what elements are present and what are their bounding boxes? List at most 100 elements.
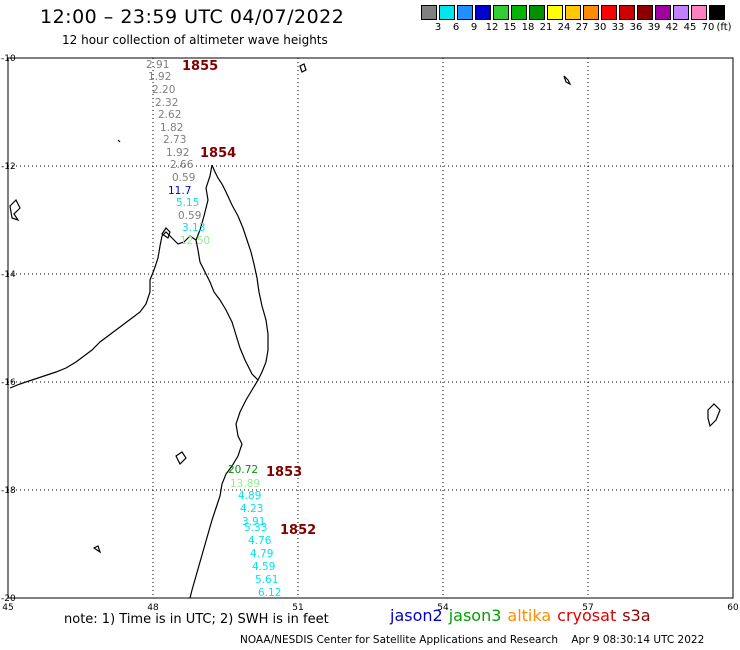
credit-text: NOAA/NESDIS Center for Satellite Applica… [240, 634, 558, 646]
wave-height-value: 13.89 [230, 478, 260, 490]
wave-height-value: 4.76 [248, 535, 272, 547]
lat-tick-label: -10 [1, 54, 16, 64]
island-small-2 [563, 75, 572, 86]
lat-tick-label: -18 [1, 486, 16, 496]
lat-tick-label: -14 [1, 270, 16, 280]
scale-swatch [691, 5, 707, 20]
scale-swatch [439, 5, 455, 20]
scale-swatch [547, 5, 563, 20]
wave-height-value: 4.23 [240, 503, 263, 515]
island-small-4 [92, 545, 102, 554]
lat-tick-label: -12 [1, 162, 16, 172]
wave-height-value: 20.72 [228, 464, 258, 476]
wave-height-value: 2.66 [170, 159, 194, 171]
timestamp: Apr 9 08:30:14 UTC 2022 [571, 634, 705, 646]
madagascar-east-coast [189, 379, 259, 599]
scale-label: 42 [665, 22, 679, 33]
wave-height-value: 2.20 [152, 84, 175, 96]
scale-swatch [421, 5, 437, 20]
lon-tick-label: 51 [292, 603, 303, 613]
lat-lon-grid [8, 58, 733, 598]
scale-swatch [457, 5, 473, 20]
footer-credit: NOAA/NESDIS Center for Satellite Applica… [240, 634, 704, 646]
madagascar-coastline [9, 164, 269, 389]
wave-height-value: 3.91 [242, 516, 265, 528]
wave-height-value: 2.91 [146, 59, 169, 71]
wave-height-value: 6.12 [258, 587, 281, 599]
wave-height-value: 0.59 [172, 172, 195, 184]
scale-label: 18 [521, 22, 535, 33]
scale-label: 30 [593, 22, 607, 33]
pass-time-labels: 1855 1854 1853 1852 [182, 59, 316, 538]
comoros-island [9, 198, 21, 222]
wave-height-value: 11.7 [168, 185, 191, 197]
wave-height-value: 1.92 [166, 147, 189, 159]
scale-label: 9 [470, 22, 478, 33]
map-frame [7, 57, 734, 599]
scale-unit: (ft) [716, 22, 732, 33]
satellite-legend-jason2: jason2 [390, 606, 443, 625]
scale-swatch [511, 5, 527, 20]
wave-height-value: 2.32 [155, 97, 178, 109]
scale-label: 21 [539, 22, 553, 33]
scale-swatch [565, 5, 581, 20]
satellite-legend-altika: altika [507, 606, 552, 625]
wave-height-value: 1.92 [148, 71, 171, 83]
scale-label: 45 [683, 22, 697, 33]
island-small-3 [175, 451, 187, 466]
lon-tick-label: 48 [147, 603, 159, 613]
pass-time-label: 1852 [280, 523, 316, 538]
wave-height-value: 5.61 [255, 574, 278, 586]
wave-height-value: 5.33 [244, 522, 267, 534]
scale-label: 36 [629, 22, 643, 33]
wave-height-value: 4.79 [250, 548, 273, 560]
scale-label: 15 [503, 22, 517, 33]
wave-height-value: 3.13 [182, 222, 205, 234]
satellite-legend-s3a: s3a [622, 606, 651, 625]
mauritius-reunion-island [707, 403, 721, 428]
scale-label: 12 [485, 22, 499, 33]
scale-swatch [655, 5, 671, 20]
island-small-1 [299, 63, 307, 73]
wave-height-value: 4.59 [252, 561, 275, 573]
scale-swatch [619, 5, 635, 20]
satellite-legend: jason2 jason3 altika cryosat s3a [390, 606, 657, 625]
pass-time-label: 1854 [200, 146, 236, 161]
scale-label: 70 [701, 22, 715, 33]
pass-time-label: 1853 [266, 465, 302, 480]
scale-swatch [637, 5, 653, 20]
scale-swatch [475, 5, 491, 20]
pass-time-label: 1855 [182, 59, 218, 74]
lat-tick-label: -16 [1, 378, 16, 388]
scale-label: 33 [611, 22, 625, 33]
wave-height-value: 12.50 [180, 235, 210, 247]
scale-swatch [529, 5, 545, 20]
wave-height-value: 2.73 [163, 134, 186, 146]
wave-height-value: 1.82 [160, 122, 183, 134]
scale-label: 27 [575, 22, 589, 33]
altimeter-track-values: 2.911.922.202.322.621.822.731.922.660.59… [146, 59, 281, 599]
lon-tick-label: 54 [437, 603, 449, 613]
lat-tick-label: -20 [1, 594, 16, 604]
wave-height-value: 2.62 [158, 109, 181, 121]
wave-height-value: 5.15 [176, 197, 199, 209]
scale-label: 6 [452, 22, 460, 33]
scale-swatch [583, 5, 599, 20]
wave-height-value: 4.89 [238, 490, 261, 502]
madagascar-north-cape [195, 164, 213, 241]
scale-label: 24 [557, 22, 571, 33]
footer-note: note: 1) Time is in UTC; 2) SWH is in fe… [64, 612, 329, 627]
lon-tick-label: 57 [582, 603, 593, 613]
map-title: 12:00 – 23:59 UTC 04/07/2022 [40, 6, 345, 28]
island-small-5 [117, 139, 121, 143]
satellite-legend-jason3: jason3 [448, 606, 502, 625]
scale-swatch [601, 5, 617, 20]
scale-swatch [493, 5, 509, 20]
scale-label: 3 [434, 22, 442, 33]
scale-label: 39 [647, 22, 661, 33]
satellite-legend-cryosat: cryosat [557, 606, 617, 625]
map-subtitle: 12 hour collection of altimeter wave hei… [62, 33, 328, 47]
lon-tick-label: 60 [727, 603, 739, 613]
axis-labels: 45 48 51 54 57 60 -10 -12 -14 -16 -18 -20 [1, 54, 739, 613]
